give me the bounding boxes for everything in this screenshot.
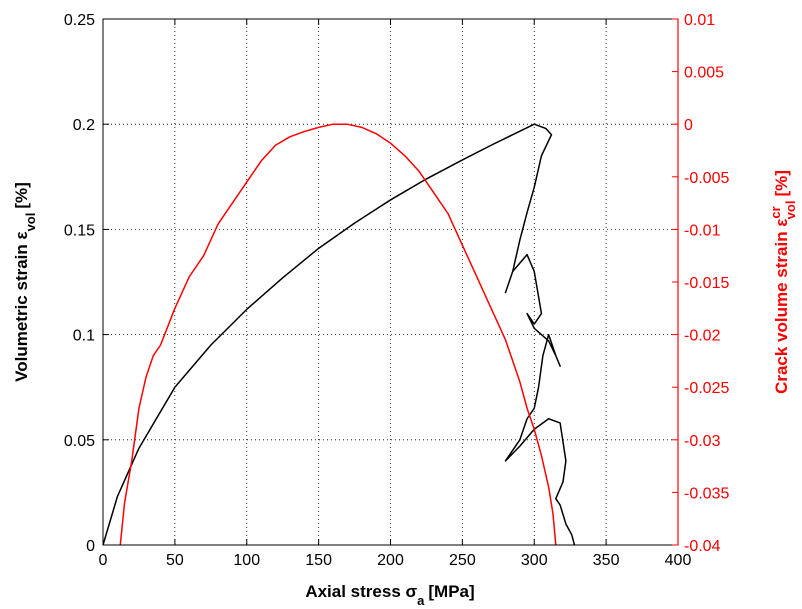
right-y-tick-label: -0.03 xyxy=(684,433,721,450)
x-tick-label: 200 xyxy=(377,552,404,569)
grid xyxy=(103,19,678,545)
plot-frame xyxy=(102,18,679,546)
x-tick-label: 150 xyxy=(305,552,332,569)
x-tick-label: 400 xyxy=(665,552,692,569)
left-y-tick-label: 0.2 xyxy=(73,117,95,134)
right-y-axis-label-sup: cr xyxy=(768,206,783,218)
right-y-tick-label: -0.02 xyxy=(684,328,721,345)
right-y-tick-label: -0.025 xyxy=(684,380,729,397)
x-tick-label: 50 xyxy=(166,552,184,569)
right-y-tick-label: -0.015 xyxy=(684,275,729,292)
crack-volume-strain-series-line xyxy=(119,123,557,546)
left-y-axis-label-main: Volumetric strain ε xyxy=(12,231,31,381)
volumetric-strain-series-line xyxy=(102,123,576,546)
x-tick-label: 350 xyxy=(593,552,620,569)
x-axis-label-unit: [MPa] xyxy=(428,582,474,601)
x-axis-label: Axial stress σa [MPa] xyxy=(305,582,474,608)
right-y-tick-label: -0.04 xyxy=(684,538,721,555)
left-y-axis-label: Volumetric strain εvol [%] xyxy=(12,182,38,382)
x-axis-label-main: Axial stress σ xyxy=(305,582,417,601)
series-group xyxy=(102,123,576,546)
x-axis-label-sub: a xyxy=(417,593,425,608)
x-tick-label: 100 xyxy=(233,552,260,569)
left-y-tick-label: 0.05 xyxy=(64,433,95,450)
left-y-tick-label: 0.15 xyxy=(64,222,95,239)
x-tick-label: 0 xyxy=(99,552,108,569)
right-y-tick-label: 0.01 xyxy=(684,12,715,29)
right-y-tick-label: 0 xyxy=(684,117,693,134)
right-y-axis-label: Crack volume strain εcrvol [%] xyxy=(768,170,798,394)
left-y-axis-ticks: 0 0.05 0.1 0.15 0.2 0.25 xyxy=(64,12,109,555)
left-y-axis-label-unit: [%] xyxy=(12,182,31,208)
right-y-tick-label: 0.005 xyxy=(684,65,724,82)
right-y-tick-label: -0.035 xyxy=(684,485,729,502)
right-y-tick-label: -0.01 xyxy=(684,222,721,239)
left-y-tick-label: 0 xyxy=(86,538,95,555)
right-y-tick-label: -0.005 xyxy=(684,170,729,187)
x-tick-label: 250 xyxy=(449,552,476,569)
right-y-axis-label-sub: vol xyxy=(783,201,798,220)
right-y-axis-label-main: Crack volume strain ε xyxy=(772,219,791,394)
left-y-axis-label-sub: vol xyxy=(23,213,38,232)
left-y-tick-label: 0.25 xyxy=(64,12,95,29)
right-y-axis-label-unit: [%] xyxy=(772,170,791,196)
right-y-axis-ticks: -0.04 -0.035 -0.03 -0.025 -0.02 -0.015 -0.01 -0… xyxy=(672,12,729,555)
left-y-tick-label: 0.1 xyxy=(73,328,95,345)
x-axis-ticks: 0 50 100 150 200 250 300 350 400 xyxy=(99,19,692,569)
x-tick-label: 300 xyxy=(521,552,548,569)
